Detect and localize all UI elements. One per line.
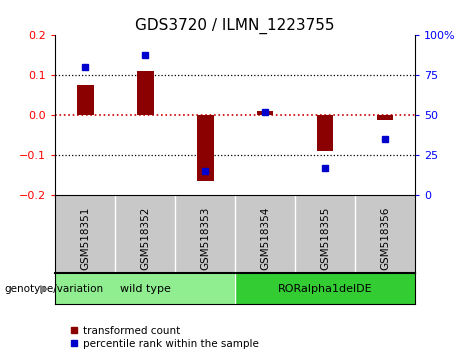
Text: genotype/variation: genotype/variation bbox=[5, 284, 104, 293]
Text: ▶: ▶ bbox=[40, 284, 48, 293]
Bar bbox=[77, 85, 94, 115]
Text: RORalpha1delDE: RORalpha1delDE bbox=[278, 284, 372, 293]
Bar bbox=[55, 273, 235, 304]
Text: wild type: wild type bbox=[120, 284, 171, 293]
Title: GDS3720 / ILMN_1223755: GDS3720 / ILMN_1223755 bbox=[136, 18, 335, 34]
Text: GSM518354: GSM518354 bbox=[260, 206, 270, 270]
Bar bbox=[377, 115, 393, 120]
Bar bbox=[235, 273, 415, 304]
Bar bbox=[175, 195, 235, 273]
Text: GSM518351: GSM518351 bbox=[80, 206, 90, 270]
Bar bbox=[257, 111, 273, 115]
Bar bbox=[355, 195, 415, 273]
Bar bbox=[317, 115, 333, 151]
Text: GSM518355: GSM518355 bbox=[320, 206, 330, 270]
Text: GSM518353: GSM518353 bbox=[200, 206, 210, 270]
Text: GSM518356: GSM518356 bbox=[380, 206, 390, 270]
Bar bbox=[197, 115, 213, 181]
Bar bbox=[137, 71, 154, 115]
Bar bbox=[295, 195, 355, 273]
Bar bbox=[55, 195, 115, 273]
Legend: transformed count, percentile rank within the sample: transformed count, percentile rank withi… bbox=[70, 326, 259, 349]
Bar bbox=[115, 195, 175, 273]
Text: GSM518352: GSM518352 bbox=[140, 206, 150, 270]
Bar bbox=[235, 195, 295, 273]
